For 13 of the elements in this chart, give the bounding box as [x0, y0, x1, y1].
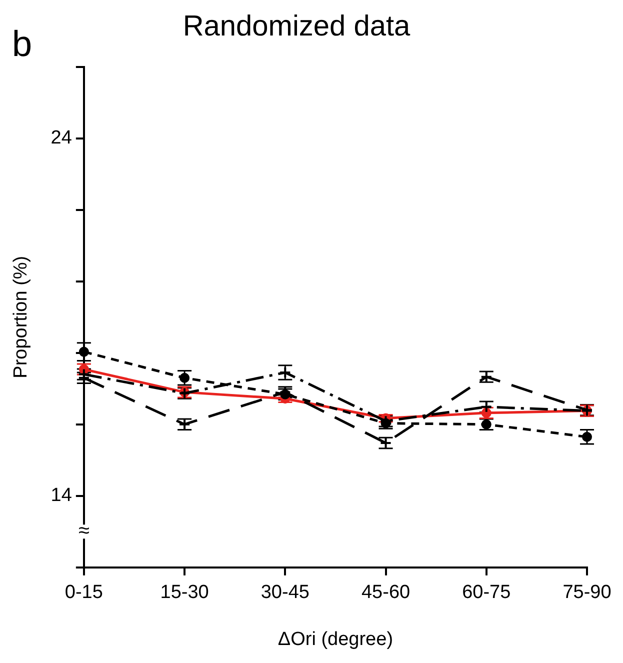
y-tick-label: 24 — [50, 128, 72, 149]
annotation: ≈ — [78, 520, 90, 542]
x-tick-label: 15-30 — [160, 582, 209, 604]
x-tick-label: 0-15 — [64, 582, 103, 604]
x-tick-label: 45-60 — [361, 582, 410, 604]
y-axis-title: Proportion (%) — [10, 256, 32, 378]
y-tick-label: 14 — [50, 485, 72, 506]
x-tick-label: 30-45 — [260, 582, 310, 604]
x-tick-label: 75-90 — [562, 582, 612, 604]
x-tick-label: 60-75 — [462, 582, 511, 604]
x-axis-title: ΔOri (degree) — [278, 628, 394, 650]
chart-title: Randomized data — [182, 10, 412, 42]
text: b — [12, 22, 32, 64]
